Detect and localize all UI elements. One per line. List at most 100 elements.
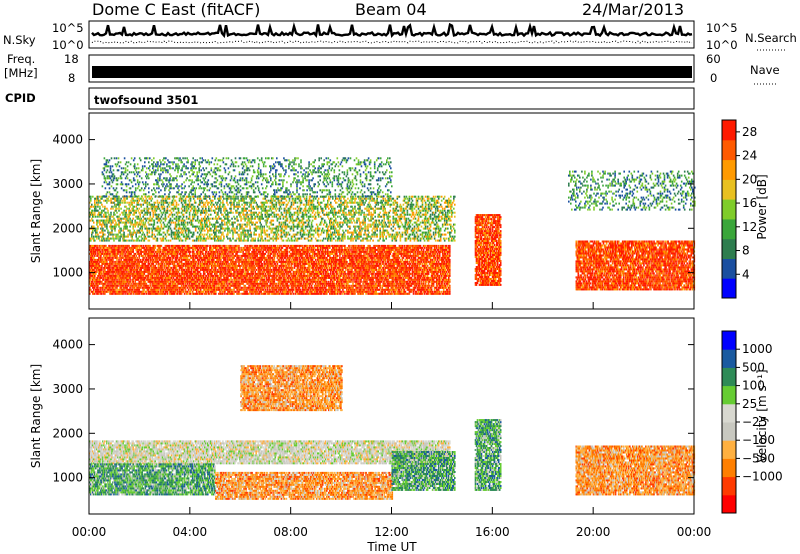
noise-strip <box>89 21 694 48</box>
echo-cell <box>129 279 131 281</box>
nave-label: Nave <box>750 63 780 77</box>
echo-cell <box>291 273 293 275</box>
echo-cell <box>270 285 272 287</box>
echo-cell <box>112 257 114 259</box>
echo-cell <box>289 275 291 277</box>
echo-cell <box>128 283 130 285</box>
echo-cell <box>95 251 97 253</box>
echo-cell <box>309 285 311 287</box>
echo-cell <box>283 267 285 269</box>
echo-cell <box>164 275 166 277</box>
echo-cell <box>186 285 188 287</box>
echo-cell <box>286 279 288 281</box>
echo-cell <box>90 279 92 281</box>
echo-cell <box>164 285 166 287</box>
echo-cell <box>174 281 176 283</box>
echo-cell <box>256 291 258 293</box>
echo-cell <box>97 287 99 289</box>
echo-cell <box>252 273 254 275</box>
echo-cell <box>269 293 271 295</box>
echo-cell <box>160 249 162 251</box>
echo-cell <box>156 267 158 269</box>
echo-cell <box>287 249 289 251</box>
echo-cell <box>310 265 312 267</box>
echo-cell <box>221 275 223 277</box>
echo-cell <box>130 293 132 295</box>
echo-cell <box>216 285 218 287</box>
echo-cell <box>134 253 136 255</box>
echo-cell <box>127 249 129 251</box>
echo-cell <box>309 269 311 271</box>
echo-cell <box>198 273 200 275</box>
echo-cell <box>304 273 306 275</box>
echo-cell <box>307 273 309 275</box>
echo-cell <box>177 257 179 259</box>
echo-cell <box>119 255 121 257</box>
echo-cell <box>236 249 238 251</box>
echo-cell <box>125 283 127 285</box>
echo-cell <box>249 249 251 251</box>
echo-cell <box>168 281 170 283</box>
echo-cell <box>256 281 258 283</box>
echo-cell <box>309 253 311 255</box>
echo-cell <box>275 263 277 265</box>
echo-cell <box>118 249 120 251</box>
echo-cell <box>207 245 209 247</box>
echo-cell <box>295 283 297 285</box>
echo-cell <box>115 261 117 263</box>
echo-cell <box>247 283 249 285</box>
echo-cell <box>237 251 239 253</box>
echo-cell <box>140 249 142 251</box>
echo-cell <box>232 259 234 261</box>
echo-cell <box>140 245 142 247</box>
echo-cell <box>130 253 132 255</box>
echo-cell <box>223 265 225 267</box>
echo-cell <box>238 255 240 257</box>
echo-cell <box>267 245 269 247</box>
echo-cell <box>258 277 260 279</box>
echo-cell <box>307 291 309 293</box>
echo-cell <box>90 289 92 291</box>
echo-cell <box>107 251 109 253</box>
echo-cell <box>227 273 229 275</box>
echo-cell <box>109 253 111 255</box>
echo-cell <box>321 263 323 265</box>
echo-cell <box>224 285 226 287</box>
echo-cell <box>320 281 322 283</box>
echo-cell <box>132 249 134 251</box>
echo-cell <box>188 261 190 263</box>
echo-cell <box>152 279 154 281</box>
echo-cell <box>263 271 265 273</box>
echo-cell <box>290 271 292 273</box>
echo-cell <box>213 255 215 257</box>
echo-cell <box>218 261 220 263</box>
echo-cell <box>240 265 242 267</box>
echo-cell <box>102 289 104 291</box>
echo-cell <box>273 265 275 267</box>
echo-cell <box>321 273 323 275</box>
echo-cell <box>307 281 309 283</box>
echo-cell <box>217 251 219 253</box>
echo-cell <box>92 267 94 269</box>
echo-cell <box>231 279 233 281</box>
echo-cell <box>209 293 211 295</box>
echo-cell <box>145 281 147 283</box>
echo-cell <box>304 257 306 259</box>
echo-cell <box>230 277 232 279</box>
echo-cell <box>312 259 314 261</box>
echo-cell <box>100 257 102 259</box>
echo-cell <box>164 257 166 259</box>
echo-cell <box>189 245 191 247</box>
nsky-line <box>92 25 692 36</box>
echo-cell <box>259 281 261 283</box>
echo-cell <box>170 257 172 259</box>
echo-cell <box>137 267 139 269</box>
echo-cell <box>274 257 276 259</box>
echo-cell <box>225 259 227 261</box>
echo-cell <box>128 291 130 293</box>
echo-cell <box>172 279 174 281</box>
echo-cell <box>181 285 183 287</box>
echo-cell <box>265 249 267 251</box>
echo-cell <box>321 293 323 295</box>
echo-cell <box>209 265 211 267</box>
